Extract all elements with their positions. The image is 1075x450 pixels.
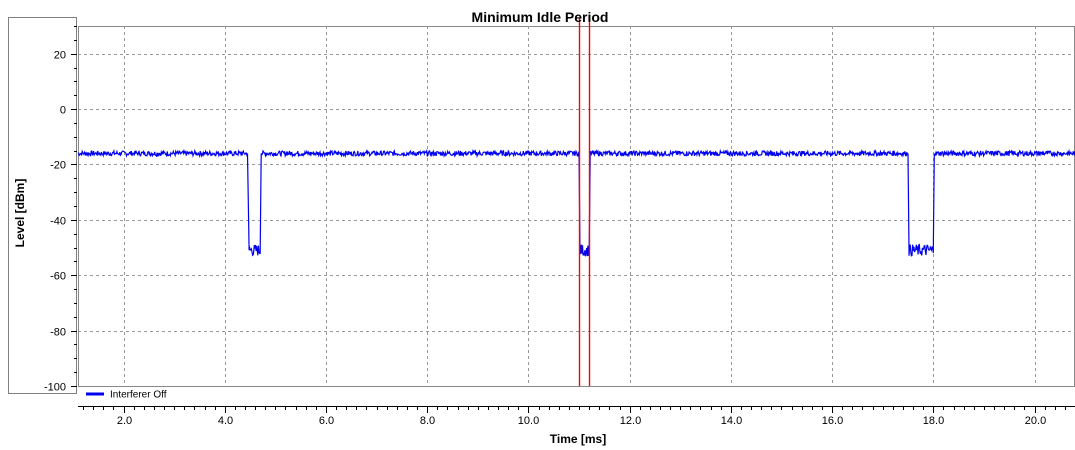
legend-label: Interferer Off bbox=[110, 390, 167, 401]
x-tick-label: 4.0 bbox=[218, 415, 233, 427]
y-axis: 20 0 -20 -40 -60 -80 -100 bbox=[44, 26, 77, 394]
series-line bbox=[77, 148, 1075, 257]
x-tick-label: 6.0 bbox=[319, 415, 334, 427]
x-tick-label: 18.0 bbox=[923, 415, 944, 427]
x-tick-label: 8.0 bbox=[420, 415, 435, 427]
grid bbox=[78, 26, 1075, 386]
y-tick-label: -100 bbox=[44, 382, 66, 394]
y-tick-label: -60 bbox=[50, 271, 66, 283]
y-tick-label: 20 bbox=[54, 50, 66, 62]
x-tick-label: 14.0 bbox=[721, 415, 742, 427]
x-axis: 2.0 4.0 6.0 8.0 10.0 12.0 14.0 16.0 18.0 20.0 bbox=[83, 406, 1066, 427]
markers bbox=[578, 18, 591, 386]
x-axis-title: Time [ms] bbox=[550, 432, 606, 446]
y-tick-label: -40 bbox=[50, 216, 66, 228]
x-tick-label: 20.0 bbox=[1025, 415, 1046, 427]
y-tick-label: -80 bbox=[50, 327, 66, 339]
series bbox=[77, 148, 1075, 257]
y-tick-label: 0 bbox=[60, 105, 66, 117]
y-axis-panel bbox=[8, 17, 77, 394]
x-tick-label: 16.0 bbox=[822, 415, 843, 427]
x-tick-label: 2.0 bbox=[117, 415, 132, 427]
chart-title: Minimum Idle Period bbox=[472, 9, 609, 25]
y-axis-title: Level [dBm] bbox=[13, 179, 27, 248]
plot-area bbox=[78, 26, 1075, 387]
x-tick-label: 12.0 bbox=[620, 415, 641, 427]
x-tick-label: 10.0 bbox=[518, 415, 539, 427]
y-tick-label: -20 bbox=[50, 160, 66, 172]
